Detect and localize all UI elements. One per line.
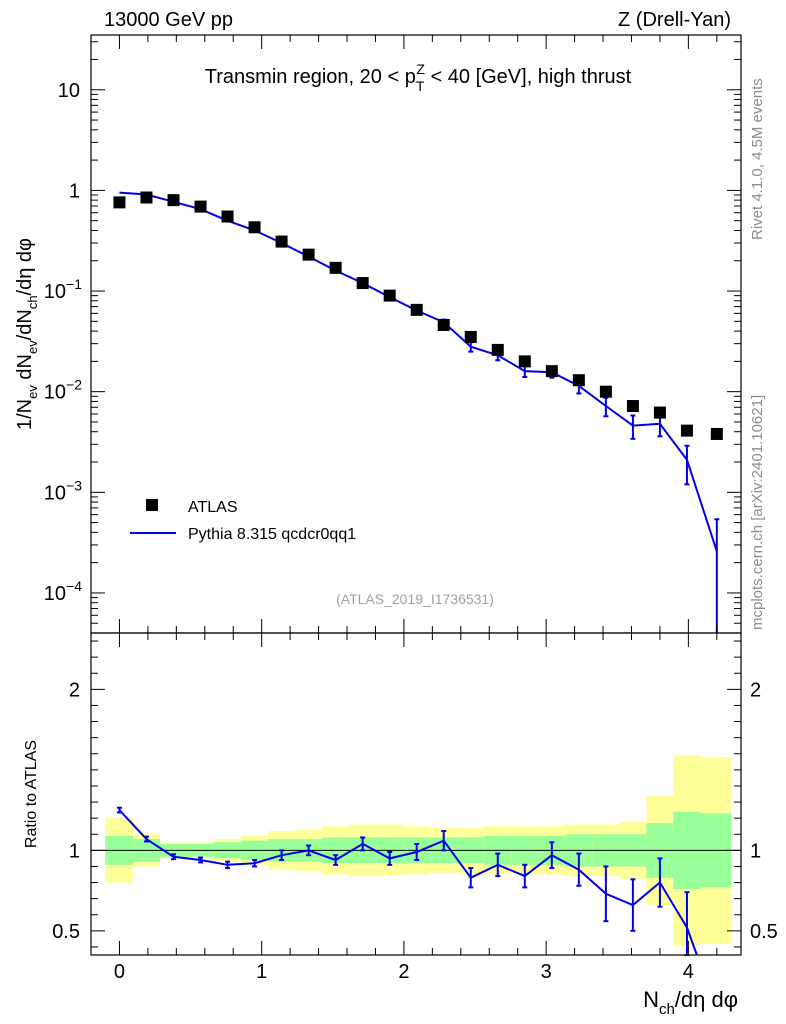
atlas-data-point xyxy=(518,355,531,368)
atlas-data-point xyxy=(545,365,558,378)
x-tick-label: 3 xyxy=(541,961,552,983)
atlas-data-point xyxy=(464,330,477,343)
main-y-tick-label: 1 xyxy=(69,180,80,202)
x-axis-label: Nch/dη dφ xyxy=(643,987,738,1018)
atlas-data-point xyxy=(329,261,342,274)
plot-title: Transmin region, 20 < pTZ < 40 [GeV], hi… xyxy=(205,61,632,94)
source-label: mcplots.cern.ch [arXiv:2401.10621] xyxy=(749,395,766,630)
ratio-y-tick-label-right: 2 xyxy=(750,679,761,701)
main-y-tick-label: 10−3 xyxy=(44,477,82,504)
atlas-data-point xyxy=(275,235,288,248)
atlas-data-point xyxy=(113,196,126,209)
atlas-data-point xyxy=(167,194,180,207)
atlas-data-point xyxy=(599,385,612,398)
main-y-tick-label: 10−4 xyxy=(44,578,82,605)
ratio-y-tick-label-right: 1 xyxy=(750,840,761,862)
ratio-frame xyxy=(90,632,742,956)
atlas-data-point xyxy=(653,406,666,419)
main-y-tick-label: 10−1 xyxy=(44,276,82,303)
atlas-data-point xyxy=(626,400,639,413)
atlas-data-point xyxy=(356,277,369,290)
atlas-data-point xyxy=(572,374,585,387)
atlas-data-point xyxy=(248,221,261,234)
main-y-tick-label: 10−2 xyxy=(44,377,82,404)
ratio-y-tick-label: 1 xyxy=(69,840,80,862)
atlas-data-point xyxy=(710,427,723,440)
atlas-data-point xyxy=(491,343,504,356)
atlas-data-point xyxy=(140,191,153,204)
header-left: 13000 GeV pp xyxy=(104,9,233,31)
x-tick-label: 1 xyxy=(256,961,267,983)
x-tick-label: 0 xyxy=(114,961,125,983)
legend: ATLAS Pythia 8.315 qcdcr0qq1 xyxy=(130,499,356,543)
atlas-data-point xyxy=(410,303,423,316)
ratio-plot-panel: 0.5 0.5 1 1 2 2 0 1 2 3 4 Ratio to ATLAS Nch/dη d… xyxy=(23,632,778,1018)
main-y-tick-label: 10 xyxy=(58,80,80,102)
legend-atlas-marker xyxy=(146,499,158,511)
legend-pythia-label: Pythia 8.315 qcdcr0qq1 xyxy=(188,526,356,543)
main-plot-panel: 10 1 10−1 10−2 10−3 10−4 Transmin region, 20 … xyxy=(14,34,742,634)
main-y-axis-label: 1/Nev dNev/dNch/dη dφ xyxy=(14,238,40,430)
analysis-watermark: (ATLAS_2019_I1736531) xyxy=(336,591,494,607)
header-right: Z (Drell-Yan) xyxy=(618,9,731,31)
x-tick-label: 2 xyxy=(398,961,409,983)
atlas-data-point xyxy=(437,318,450,331)
main-frame xyxy=(90,34,742,634)
pythia-curve xyxy=(119,191,718,552)
legend-atlas-label: ATLAS xyxy=(188,499,238,516)
ratio-y-tick-label-right: 0.5 xyxy=(750,921,778,943)
atlas-data-point xyxy=(194,200,207,213)
rivet-label: Rivet 4.1.0, 4.5M events xyxy=(749,78,766,240)
atlas-data-point xyxy=(383,289,396,302)
ratio-y-axis-label: Ratio to ATLAS xyxy=(23,740,40,848)
atlas-data-point xyxy=(221,210,234,223)
atlas-data-point xyxy=(302,248,315,261)
atlas-data-point xyxy=(680,424,693,437)
ratio-y-tick-label: 0.5 xyxy=(52,921,80,943)
x-tick-label: 4 xyxy=(683,961,694,983)
ratio-y-tick-label: 2 xyxy=(69,679,80,701)
